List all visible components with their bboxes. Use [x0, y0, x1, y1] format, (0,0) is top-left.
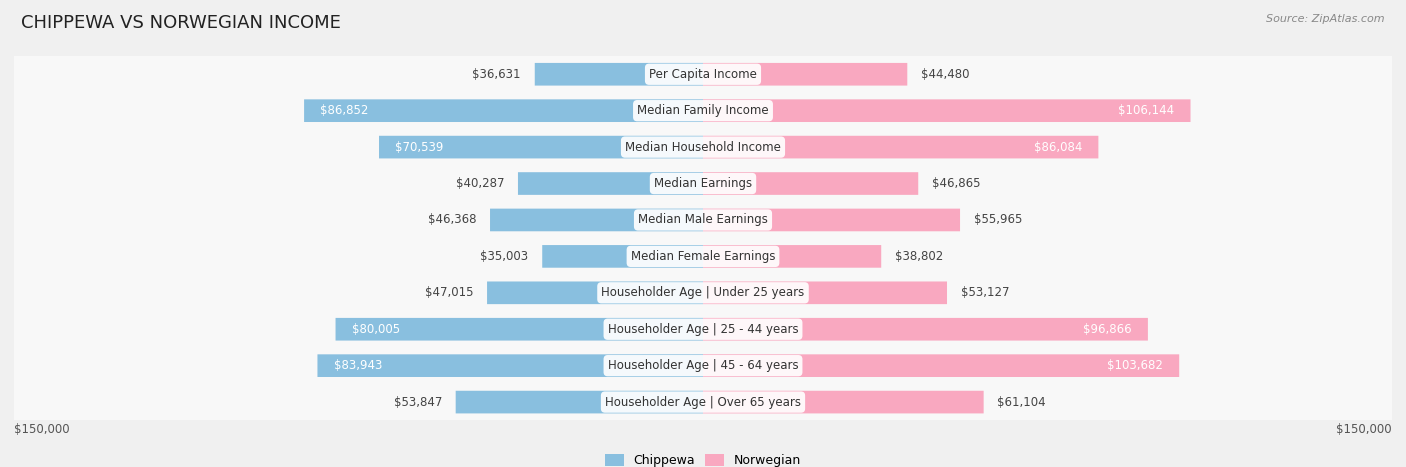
Text: $61,104: $61,104	[997, 396, 1046, 409]
FancyBboxPatch shape	[703, 209, 960, 231]
Text: Per Capita Income: Per Capita Income	[650, 68, 756, 81]
Text: Median Male Earnings: Median Male Earnings	[638, 213, 768, 226]
Text: $150,000: $150,000	[14, 423, 70, 436]
Legend: Chippewa, Norwegian: Chippewa, Norwegian	[600, 449, 806, 467]
Text: Median Earnings: Median Earnings	[654, 177, 752, 190]
Text: $36,631: $36,631	[472, 68, 522, 81]
FancyBboxPatch shape	[11, 0, 1395, 467]
Text: Householder Age | Over 65 years: Householder Age | Over 65 years	[605, 396, 801, 409]
FancyBboxPatch shape	[304, 99, 703, 122]
FancyBboxPatch shape	[703, 99, 1191, 122]
FancyBboxPatch shape	[534, 63, 703, 85]
FancyBboxPatch shape	[703, 136, 1098, 158]
FancyBboxPatch shape	[11, 0, 1395, 467]
FancyBboxPatch shape	[703, 318, 1147, 340]
FancyBboxPatch shape	[11, 0, 1395, 467]
Text: $53,847: $53,847	[394, 396, 441, 409]
FancyBboxPatch shape	[318, 354, 703, 377]
Text: $46,368: $46,368	[427, 213, 477, 226]
Text: Householder Age | 25 - 44 years: Householder Age | 25 - 44 years	[607, 323, 799, 336]
Text: CHIPPEWA VS NORWEGIAN INCOME: CHIPPEWA VS NORWEGIAN INCOME	[21, 14, 342, 32]
Text: $150,000: $150,000	[1336, 423, 1392, 436]
Text: $44,480: $44,480	[921, 68, 970, 81]
FancyBboxPatch shape	[543, 245, 703, 268]
Text: $103,682: $103,682	[1108, 359, 1163, 372]
Text: Householder Age | Under 25 years: Householder Age | Under 25 years	[602, 286, 804, 299]
Text: $55,965: $55,965	[974, 213, 1022, 226]
FancyBboxPatch shape	[703, 63, 907, 85]
Text: Householder Age | 45 - 64 years: Householder Age | 45 - 64 years	[607, 359, 799, 372]
FancyBboxPatch shape	[491, 209, 703, 231]
FancyBboxPatch shape	[486, 282, 703, 304]
Text: $83,943: $83,943	[333, 359, 382, 372]
FancyBboxPatch shape	[456, 391, 703, 413]
Text: $53,127: $53,127	[960, 286, 1010, 299]
Text: $70,539: $70,539	[395, 141, 443, 154]
Text: $47,015: $47,015	[425, 286, 474, 299]
FancyBboxPatch shape	[11, 0, 1395, 467]
FancyBboxPatch shape	[703, 282, 948, 304]
Text: $80,005: $80,005	[352, 323, 399, 336]
FancyBboxPatch shape	[703, 391, 984, 413]
FancyBboxPatch shape	[703, 354, 1180, 377]
Text: Median Household Income: Median Household Income	[626, 141, 780, 154]
Text: $35,003: $35,003	[481, 250, 529, 263]
FancyBboxPatch shape	[380, 136, 703, 158]
Text: Source: ZipAtlas.com: Source: ZipAtlas.com	[1267, 14, 1385, 24]
Text: $46,865: $46,865	[932, 177, 980, 190]
Text: $40,287: $40,287	[456, 177, 505, 190]
FancyBboxPatch shape	[703, 245, 882, 268]
Text: $86,084: $86,084	[1033, 141, 1083, 154]
FancyBboxPatch shape	[336, 318, 703, 340]
FancyBboxPatch shape	[11, 0, 1395, 467]
Text: Median Family Income: Median Family Income	[637, 104, 769, 117]
Text: $96,866: $96,866	[1083, 323, 1132, 336]
FancyBboxPatch shape	[703, 172, 918, 195]
FancyBboxPatch shape	[11, 0, 1395, 467]
FancyBboxPatch shape	[11, 0, 1395, 467]
FancyBboxPatch shape	[11, 0, 1395, 467]
Text: Median Female Earnings: Median Female Earnings	[631, 250, 775, 263]
Text: $38,802: $38,802	[896, 250, 943, 263]
Text: $106,144: $106,144	[1118, 104, 1174, 117]
Text: $86,852: $86,852	[321, 104, 368, 117]
FancyBboxPatch shape	[11, 0, 1395, 467]
FancyBboxPatch shape	[517, 172, 703, 195]
FancyBboxPatch shape	[11, 0, 1395, 467]
